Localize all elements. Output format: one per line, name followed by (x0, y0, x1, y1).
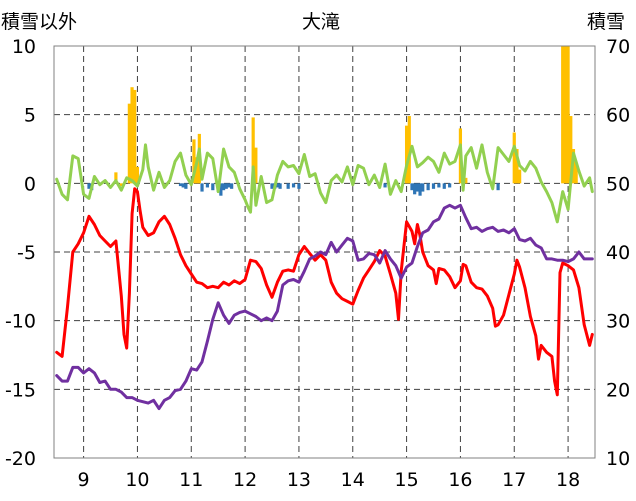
bar (184, 183, 188, 189)
bar (404, 125, 409, 184)
left-tick-label: -20 (5, 448, 36, 470)
x-tick-label: 16 (448, 469, 472, 491)
bar (114, 172, 118, 184)
bar (448, 183, 452, 188)
right-tick-label: 30 (606, 311, 630, 333)
left-tick-label: -10 (5, 311, 36, 333)
bar (133, 89, 137, 184)
bar (130, 87, 134, 184)
bar (512, 132, 516, 184)
right-tick-label: 10 (606, 448, 630, 470)
bar (407, 116, 411, 184)
bar (563, 46, 567, 184)
bar (230, 183, 234, 189)
bar (286, 183, 290, 189)
bar (224, 183, 228, 189)
line-series (55, 143, 594, 411)
bar (119, 183, 123, 187)
bar (421, 183, 425, 192)
x-tick-label: 12 (233, 469, 257, 491)
bar (297, 183, 301, 189)
right-tick-label: 70 (606, 36, 630, 58)
bar (227, 183, 231, 188)
bar (178, 183, 183, 187)
series-line (55, 143, 594, 224)
right-tick-label: 60 (606, 105, 630, 127)
x-tick-label: 9 (78, 469, 90, 491)
chart-title: 大滝 (302, 11, 340, 33)
bar (418, 183, 422, 196)
bar (437, 183, 441, 188)
bar (278, 183, 282, 189)
bar (426, 183, 430, 191)
plot-frame (53, 45, 596, 459)
bar (219, 183, 223, 196)
gridlines (54, 46, 595, 458)
right-axis-label: 積雪 (587, 11, 625, 33)
bar (383, 183, 387, 188)
bar (464, 177, 468, 184)
left-axis-label: 積雪以外 (1, 11, 77, 33)
bar (413, 183, 417, 195)
tick-labels: 10 70 5 60 0 50 -5 40 -10 30 -15 20 -20 10 9 10 11 12 13 14… (5, 36, 630, 491)
left-tick-label: -15 (5, 379, 36, 401)
x-tick-label: 13 (287, 469, 311, 491)
bar (415, 183, 419, 192)
bar (574, 162, 578, 184)
bar (515, 149, 519, 184)
bar (200, 183, 204, 192)
bar (181, 183, 185, 188)
left-tick-label: 5 (24, 105, 36, 127)
bar (270, 183, 274, 189)
left-tick-label: 10 (12, 36, 36, 58)
bar (127, 103, 131, 184)
bar (291, 183, 296, 188)
right-tick-label: 50 (606, 173, 630, 195)
bar (561, 46, 565, 184)
bar (251, 117, 255, 184)
bar (192, 139, 196, 184)
bar (254, 147, 258, 184)
left-tick-label: -5 (17, 242, 36, 264)
x-tick-label: 10 (125, 469, 149, 491)
bar (211, 183, 215, 191)
x-tick-label: 11 (179, 469, 203, 491)
x-tick-label: 18 (556, 469, 580, 491)
bar (205, 183, 210, 188)
bar (221, 183, 226, 191)
x-tick-label: 15 (394, 469, 418, 491)
bar (518, 169, 522, 184)
series-line (55, 203, 594, 411)
bar-series (87, 46, 578, 196)
x-tick-label: 17 (502, 469, 526, 491)
bar (442, 183, 446, 189)
bar (87, 183, 91, 189)
bar (566, 46, 570, 184)
right-tick-label: 20 (606, 379, 630, 401)
right-tick-label: 40 (606, 242, 630, 264)
bar (410, 183, 414, 191)
bar (431, 183, 436, 189)
bar (569, 116, 573, 184)
bar (195, 157, 199, 184)
bar (496, 183, 500, 191)
x-tick-label: 14 (341, 469, 365, 491)
left-tick-label: 0 (24, 173, 36, 195)
bar (275, 183, 279, 188)
bar (135, 166, 140, 184)
series-line (55, 187, 594, 397)
